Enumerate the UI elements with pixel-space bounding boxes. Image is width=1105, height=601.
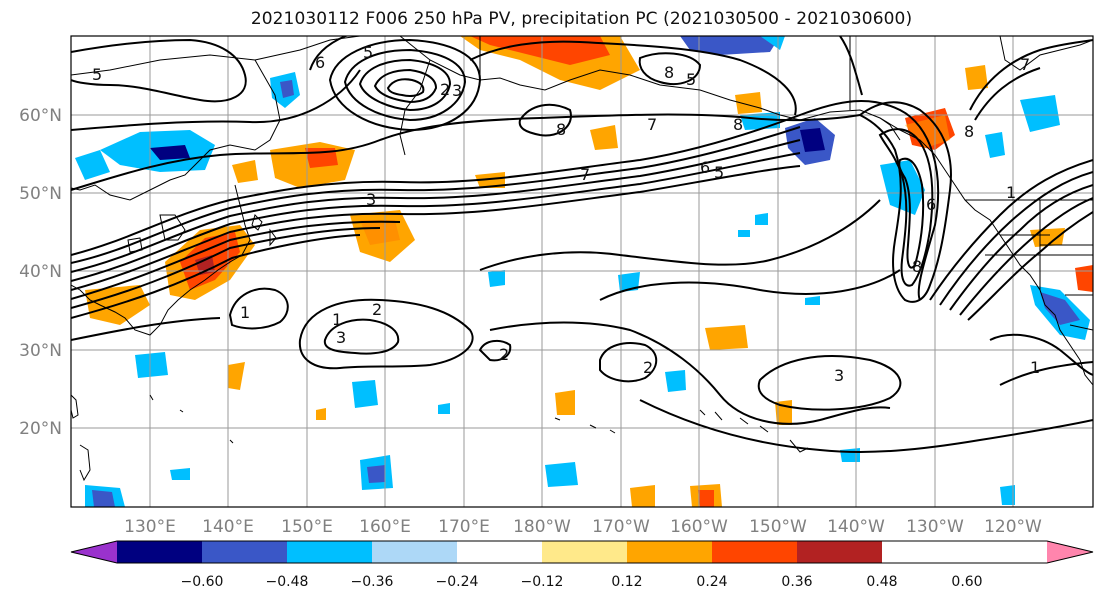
colorbar-segment [627,541,712,563]
colorbar-segment [797,541,882,563]
map-title: 2021030112 F006 250 hPa PV, precipitatio… [250,9,913,29]
contour-label: 2 [643,358,653,377]
contour-label: 6 [315,53,325,72]
contour-label: 5 [714,163,724,182]
lon-label: 170°E [438,517,490,537]
colorbar-segment [712,541,797,563]
contour-label: 6 [926,195,936,214]
contour-label: 3 [452,81,462,100]
colorbar-tick-label: 0.12 [611,574,642,590]
colorbar-segment [117,541,202,563]
contour-labels: 5 6 5 2 3 7 8 8 5 8 7 6 5 3 1 1 2 3 2 2 … [92,43,1040,385]
longitude-labels: 130°E 140°E 150°E 160°E 170°E 180°W 170°… [124,517,1042,537]
lon-label: 150°E [281,517,333,537]
lon-label: 130°E [124,517,176,537]
colorbar-tick-label: 0.24 [696,574,727,590]
contour-label: 5 [363,43,373,62]
colorbar: −0.60 −0.48 −0.36 −0.24 −0.12 0.12 0.24 … [70,540,1094,590]
map-panel: 5 6 5 2 3 7 8 8 5 8 7 6 5 3 1 1 2 3 2 2 … [71,36,1093,507]
colorbar-tick-label: −0.48 [266,574,309,590]
colorbar-tick-labels: −0.60 −0.48 −0.36 −0.24 −0.12 0.12 0.24 … [181,574,983,590]
lon-label: 170°W [592,517,650,537]
colorbar-tick-label: −0.36 [351,574,394,590]
precipitation-shading [75,36,1093,507]
contour-label: 3 [336,328,346,347]
colorbar-segment [202,541,287,563]
lon-label: 140°E [202,517,254,537]
contour-label: 1 [332,310,342,329]
lon-label: 160°W [670,517,728,537]
lon-label: 180°W [513,517,571,537]
contour-label: 7 [580,165,590,184]
graticule [71,36,1093,507]
contour-label: 7 [1020,55,1030,74]
coastlines [71,36,1093,482]
contour-label: 1 [1006,183,1016,202]
colorbar-tick-label: −0.60 [181,574,224,590]
colorbar-tick-label: −0.24 [436,574,479,590]
contour-label: 6 [700,158,710,177]
map-frame [70,35,1094,508]
lon-label: 160°E [359,517,411,537]
contour-label: 8 [912,257,922,276]
lat-label: 50°N [19,184,62,204]
colorbar-extend-high [1047,541,1093,563]
contour-label: 3 [366,190,376,209]
contour-label: 2 [499,345,509,364]
colorbar-segment [287,541,372,563]
contour-label: 2 [372,300,382,319]
contour-label: 1 [1030,358,1040,377]
contour-label: 5 [92,65,102,84]
contour-label: 8 [556,120,566,139]
colorbar-extend-low [71,541,117,563]
lat-label: 20°N [19,419,62,439]
contour-label: 2 [440,80,450,99]
lat-label: 30°N [19,341,62,361]
colorbar-segment [457,541,542,563]
colorbar-segment [372,541,457,563]
lat-label: 40°N [19,262,62,282]
lon-label: 150°W [749,517,807,537]
contour-label: 8 [733,115,743,134]
colorbar-tick-label: 0.36 [781,574,812,590]
lat-label: 60°N [19,106,62,126]
contour-label: 8 [964,122,974,141]
contour-label: 1 [240,303,250,322]
contour-label: 3 [834,366,844,385]
pv-contours [71,36,1093,453]
lon-label: 140°W [827,517,885,537]
colorbar-tick-label: 0.60 [951,574,982,590]
contour-label: 7 [647,115,657,134]
lon-label: 130°W [906,517,964,537]
latitude-labels: 60°N 50°N 40°N 30°N 20°N [19,106,62,439]
lon-label: 120°W [984,517,1042,537]
colorbar-tick-label: 0.48 [866,574,897,590]
contour-label: 5 [686,70,696,89]
contour-label: 8 [664,63,674,82]
colorbar-segment [542,541,627,563]
colorbar-tick-label: −0.12 [521,574,564,590]
